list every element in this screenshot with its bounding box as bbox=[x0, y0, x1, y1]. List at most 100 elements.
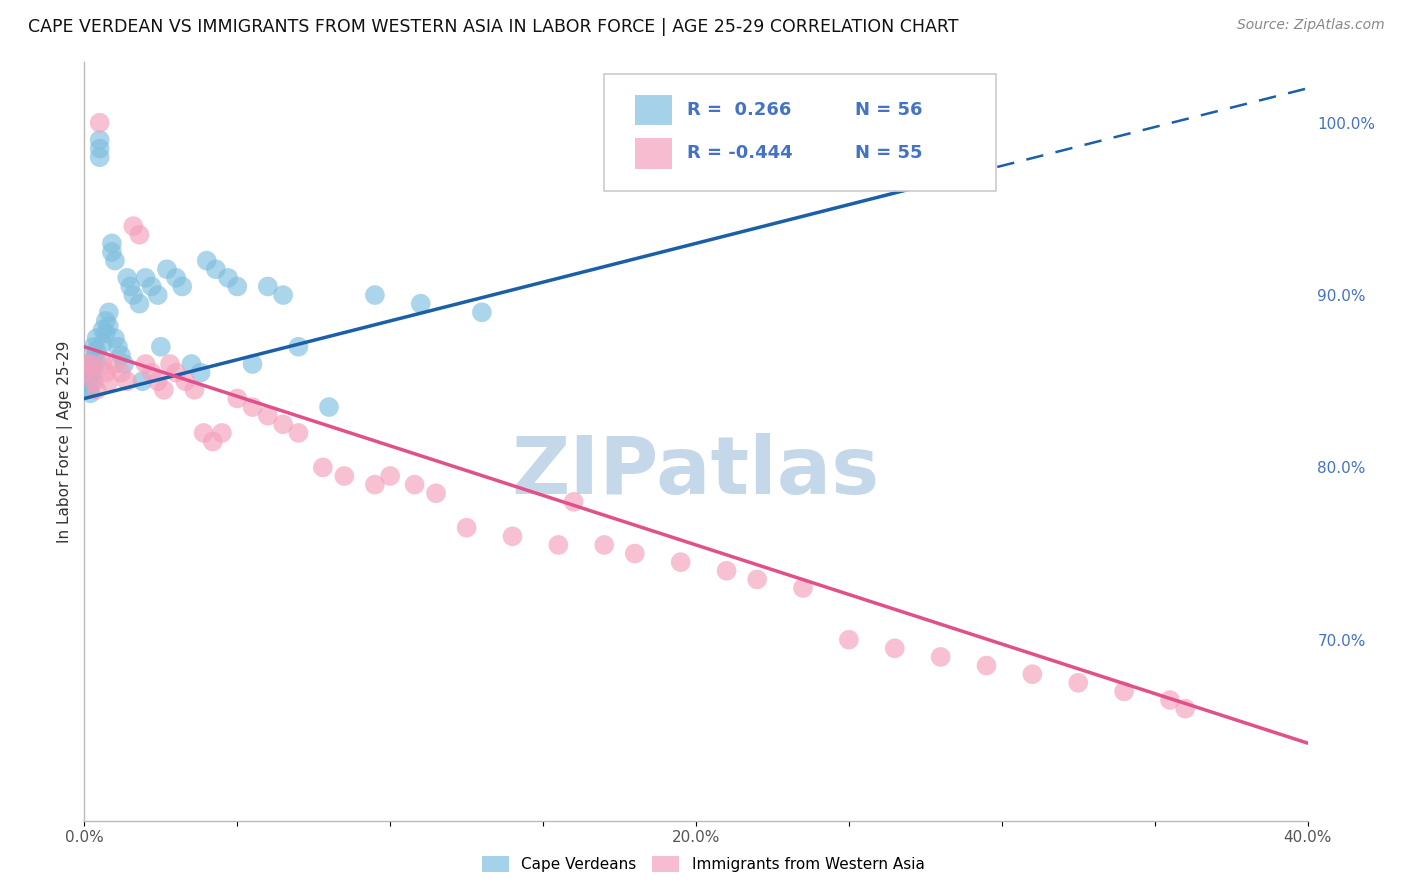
Point bbox=[76, 366, 98, 380]
Point bbox=[287, 340, 309, 354]
Point bbox=[190, 366, 212, 380]
Point bbox=[104, 357, 127, 371]
Point bbox=[217, 270, 239, 285]
Point bbox=[172, 279, 194, 293]
Point bbox=[318, 400, 340, 414]
Point bbox=[97, 374, 120, 388]
Point bbox=[364, 477, 387, 491]
Point bbox=[79, 369, 101, 384]
Point bbox=[271, 288, 294, 302]
Point bbox=[86, 383, 108, 397]
Point bbox=[257, 279, 280, 293]
Point bbox=[180, 357, 202, 371]
Point bbox=[312, 460, 335, 475]
Point bbox=[193, 425, 215, 440]
Text: R = -0.444: R = -0.444 bbox=[688, 145, 793, 162]
Point bbox=[94, 326, 117, 340]
Point bbox=[287, 425, 309, 440]
Bar bbox=[636, 95, 672, 126]
Point bbox=[1067, 675, 1090, 690]
Y-axis label: In Labor Force | Age 25-29: In Labor Force | Age 25-29 bbox=[58, 341, 73, 542]
Point bbox=[183, 383, 205, 397]
Point bbox=[502, 529, 524, 543]
Point bbox=[97, 305, 120, 319]
Point bbox=[471, 305, 494, 319]
Point bbox=[91, 357, 114, 371]
Point bbox=[131, 374, 153, 388]
Point bbox=[883, 641, 905, 656]
Point bbox=[135, 357, 157, 371]
Point bbox=[94, 314, 117, 328]
Point bbox=[128, 227, 150, 242]
Text: ZIPatlas: ZIPatlas bbox=[512, 433, 880, 511]
Text: R =  0.266: R = 0.266 bbox=[688, 101, 792, 120]
Point bbox=[716, 564, 738, 578]
Point bbox=[1159, 693, 1181, 707]
Point bbox=[141, 366, 163, 380]
Point bbox=[79, 386, 101, 401]
Text: Source: ZipAtlas.com: Source: ZipAtlas.com bbox=[1237, 18, 1385, 32]
Point bbox=[89, 116, 111, 130]
Point bbox=[83, 340, 105, 354]
Bar bbox=[636, 138, 672, 169]
Point bbox=[165, 270, 187, 285]
Legend: Cape Verdeans, Immigrants from Western Asia: Cape Verdeans, Immigrants from Western A… bbox=[474, 848, 932, 880]
Point bbox=[101, 244, 124, 259]
Point bbox=[195, 253, 218, 268]
Point bbox=[146, 374, 169, 388]
Point bbox=[115, 374, 138, 388]
Point bbox=[156, 262, 179, 277]
Point bbox=[257, 409, 280, 423]
Text: CAPE VERDEAN VS IMMIGRANTS FROM WESTERN ASIA IN LABOR FORCE | AGE 25-29 CORRELAT: CAPE VERDEAN VS IMMIGRANTS FROM WESTERN … bbox=[28, 18, 959, 36]
Point bbox=[120, 279, 142, 293]
Point bbox=[122, 288, 145, 302]
Point bbox=[425, 486, 447, 500]
Point bbox=[1114, 684, 1136, 698]
Point bbox=[242, 357, 264, 371]
Point bbox=[165, 366, 187, 380]
Point bbox=[792, 581, 814, 595]
Point bbox=[364, 288, 387, 302]
Point bbox=[380, 469, 402, 483]
Point bbox=[211, 425, 233, 440]
Point bbox=[76, 383, 98, 397]
Point bbox=[83, 351, 105, 366]
Point bbox=[562, 495, 585, 509]
Point bbox=[333, 469, 356, 483]
Point bbox=[135, 270, 157, 285]
Point bbox=[101, 236, 124, 251]
Point bbox=[409, 296, 432, 310]
FancyBboxPatch shape bbox=[605, 74, 995, 191]
Point bbox=[929, 649, 952, 664]
Point bbox=[226, 279, 249, 293]
Point bbox=[141, 279, 163, 293]
Point bbox=[107, 340, 129, 354]
Point bbox=[122, 219, 145, 234]
Point bbox=[547, 538, 569, 552]
Point bbox=[76, 357, 98, 371]
Point bbox=[97, 319, 120, 334]
Point bbox=[79, 377, 101, 392]
Point bbox=[76, 366, 98, 380]
Point bbox=[838, 632, 860, 647]
Point bbox=[242, 400, 264, 414]
Point bbox=[669, 555, 692, 569]
Point bbox=[115, 270, 138, 285]
Text: N = 56: N = 56 bbox=[855, 101, 922, 120]
Point bbox=[159, 357, 181, 371]
Point bbox=[976, 658, 998, 673]
Point bbox=[1021, 667, 1043, 681]
Point bbox=[76, 374, 98, 388]
Point bbox=[94, 366, 117, 380]
Point bbox=[456, 521, 478, 535]
Point bbox=[110, 366, 132, 380]
Point bbox=[83, 364, 105, 378]
Point bbox=[149, 340, 172, 354]
Point bbox=[104, 253, 127, 268]
Point bbox=[205, 262, 228, 277]
Point bbox=[1174, 701, 1197, 715]
Point bbox=[79, 357, 101, 371]
Point bbox=[104, 331, 127, 345]
Point bbox=[86, 353, 108, 368]
Point bbox=[747, 573, 769, 587]
